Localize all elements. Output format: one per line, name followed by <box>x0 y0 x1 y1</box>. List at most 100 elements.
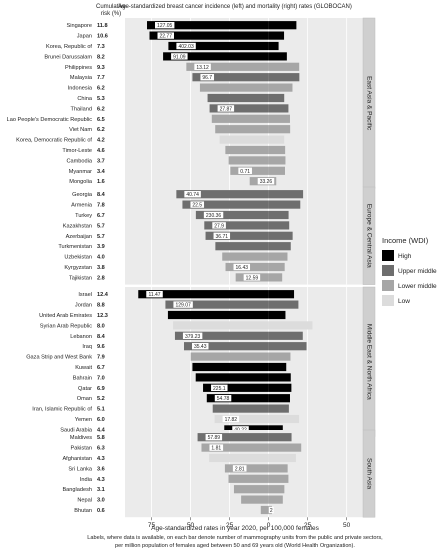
mammography-label-bg <box>205 434 223 441</box>
mammography-label: 2 <box>270 508 273 514</box>
mammography-label-bg <box>171 53 188 60</box>
mortality-bar <box>268 41 279 51</box>
country-label: Yemen <box>75 417 92 423</box>
legend-label: Lower middle <box>398 283 437 290</box>
mortality-bar <box>268 52 287 61</box>
cumulative-risk-value: 3.9 <box>97 244 105 250</box>
mammography-label-bg <box>209 444 224 451</box>
mammography-label: 36.71 <box>216 234 229 240</box>
mammography-label: 0.71 <box>240 169 250 175</box>
incidence-bar <box>182 200 269 209</box>
mammography-label-bg <box>190 201 205 208</box>
incidence-bar <box>215 242 269 251</box>
mammography-label-bg <box>192 343 209 350</box>
mammography-label-bg <box>214 395 232 402</box>
mammography-label: 129.07 <box>175 303 191 309</box>
incidence-bar <box>184 342 269 351</box>
country-label: Philippines <box>65 65 92 71</box>
mammography-label: 27.9 <box>214 223 224 229</box>
mortality-bar <box>268 321 313 330</box>
mammography-label: 22.5 <box>192 203 202 209</box>
cumulative-risk-value: 4.3 <box>97 456 105 462</box>
mammography-label: 33.26 <box>260 179 273 185</box>
mortality-bar <box>268 342 307 351</box>
incidence-bar <box>186 62 269 71</box>
mammography-label-bg <box>182 332 203 339</box>
facet-strip-label: Middle East & North Africa <box>365 324 372 400</box>
mammography-label-bg <box>212 222 226 229</box>
incidence-bar <box>168 41 269 51</box>
mammography-label-bg <box>232 465 247 472</box>
incidence-bar <box>206 394 269 403</box>
mammography-label: 40.74 <box>186 192 199 198</box>
cumulative-risk-value: 4.0 <box>97 255 105 261</box>
mammography-label: 35.43 <box>194 344 207 350</box>
mortality-bar <box>268 210 289 220</box>
incidence-bar <box>195 373 269 382</box>
mammography-label: 91.09 <box>173 54 186 60</box>
incidence-bar <box>192 362 269 372</box>
mortality-bar <box>268 404 289 413</box>
x-tick-label: 25 <box>304 522 312 529</box>
mortality-bar <box>268 166 285 175</box>
mortality-bar <box>268 156 286 165</box>
cumulative-risk-value: 3.7 <box>97 158 105 164</box>
country-label: Malaysia <box>70 75 93 81</box>
mammography-label-bg <box>211 384 228 391</box>
mammography-label: 96.7 <box>202 75 212 81</box>
cumulative-risk-header-line1: Cumulative <box>96 4 127 10</box>
mortality-bar <box>268 290 295 299</box>
cumulative-risk-value: 8.0 <box>97 323 105 329</box>
incidence-bar <box>228 156 269 165</box>
cumulative-risk-value: 7.7 <box>97 75 105 81</box>
country-label: Uzbekistan <box>64 255 92 261</box>
mammography-label-bg <box>157 32 175 39</box>
legend-swatch <box>382 250 394 261</box>
facet-strip-label: East Asia & Pacific <box>365 76 372 131</box>
cumulative-risk-value: 3.1 <box>97 487 105 493</box>
legend-swatch <box>382 295 394 306</box>
country-label: Turkmenistan <box>58 244 92 250</box>
mortality-bar <box>268 394 290 403</box>
cumulative-risk-value: 3.4 <box>97 169 106 175</box>
country-label: Korea, Republic of <box>46 44 92 50</box>
country-label: Oman <box>77 396 92 402</box>
mortality-bar <box>268 425 283 434</box>
incidence-bar <box>224 464 269 473</box>
mortality-bar <box>268 262 285 272</box>
incidence-bar <box>195 210 269 220</box>
mammography-label: 17.82 <box>225 417 238 423</box>
panel-background <box>125 430 363 518</box>
cumulative-risk-value: 8.4 <box>97 334 106 340</box>
cumulative-risk-header-line2: risk (%) <box>101 11 121 17</box>
mammography-label: 11.47 <box>148 292 160 298</box>
legend-label: Upper middle <box>398 268 437 275</box>
country-label: United Arab Emirates <box>39 313 92 319</box>
country-label: Brunei Darussalam <box>44 54 92 60</box>
mammography-label: 230.36 <box>206 213 222 219</box>
mortality-bar <box>268 300 299 309</box>
mammography-label-bg <box>232 426 249 433</box>
country-label: Bangladesh <box>62 487 92 493</box>
mammography-label: 12.59 <box>246 275 259 281</box>
x-axis-label: Age-standardized rates in year 2020, per… <box>151 525 319 532</box>
country-label: Kuwait <box>75 365 92 371</box>
country-label: Georgia <box>72 192 93 198</box>
country-label: Bhutan <box>74 508 92 514</box>
country-label: Indonesia <box>68 86 93 92</box>
country-label: Cambodia <box>67 158 93 164</box>
incidence-bar <box>167 310 269 320</box>
country-label: Armenia <box>71 203 93 209</box>
panel-background <box>125 287 363 437</box>
mammography-label-bg <box>155 22 175 29</box>
mortality-bar <box>268 242 291 251</box>
incidence-bar <box>190 352 269 361</box>
x-tick-label: 75 <box>148 522 156 529</box>
country-label: Mongolia <box>69 179 93 185</box>
country-label: Timor-Leste <box>62 148 92 154</box>
country-label: Thailand <box>71 106 92 112</box>
mortality-bar <box>268 93 285 103</box>
cumulative-risk-value: 7.0 <box>97 375 105 381</box>
cumulative-risk-value: 12.4 <box>97 292 109 298</box>
cumulative-risk-value: 7.8 <box>97 203 105 209</box>
